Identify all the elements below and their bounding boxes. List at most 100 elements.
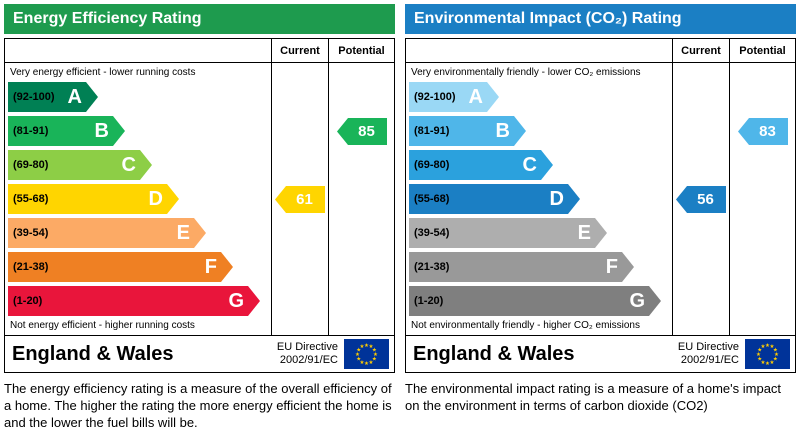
- band-bar-d: (55-68) D: [8, 184, 179, 214]
- svg-text:★: ★: [369, 360, 374, 366]
- chart-footer: England & Wales EU Directive 2002/91/EC …: [4, 335, 395, 373]
- band-range: (39-54): [13, 227, 49, 239]
- band-bar-e: (39-54) E: [8, 218, 206, 248]
- potential-rating-arrow: 85: [337, 118, 387, 145]
- energy-efficiency-panel: Energy Efficiency Rating Current Potenti…: [4, 4, 395, 432]
- band-bar-g: (1-20) G: [8, 286, 260, 316]
- band-range: (55-68): [414, 193, 450, 205]
- eu-directive-label: EU Directive 2002/91/EC: [277, 341, 338, 366]
- band-range: (69-80): [13, 159, 49, 171]
- svg-text:★: ★: [765, 343, 770, 349]
- bottom-note: Not energy efficient - higher running co…: [10, 320, 195, 331]
- current-column-header: Current: [271, 39, 328, 62]
- band-row: (39-54) E: [409, 216, 672, 250]
- svg-text:★: ★: [360, 344, 365, 350]
- eu-directive-line1: EU Directive: [276, 341, 338, 354]
- current-column: 61: [271, 63, 328, 335]
- panel-description: The environmental impact rating is a mea…: [405, 381, 782, 413]
- band-row: (55-68) D: [8, 182, 271, 216]
- band-range: (69-80): [414, 159, 450, 171]
- band-letter: D: [549, 188, 564, 210]
- potential-column: 83: [729, 63, 795, 335]
- panel-title: Environmental Impact (CO₂) Rating: [414, 10, 682, 27]
- panel-title: Energy Efficiency Rating: [13, 10, 202, 27]
- band-letter: G: [629, 290, 645, 312]
- panel-title-bar: Environmental Impact (CO₂) Rating: [405, 4, 796, 34]
- region-label: England & Wales: [413, 342, 575, 365]
- band-bar-c: (69-80) C: [409, 150, 553, 180]
- band-row: (21-38) F: [409, 250, 672, 284]
- chart-header-spacer: [406, 39, 672, 62]
- potential-rating-arrow: 83: [738, 118, 788, 145]
- band-range: (21-38): [13, 261, 49, 273]
- potential-rating-value: 85: [358, 123, 375, 140]
- band-letter: C: [121, 154, 136, 176]
- band-range: (1-20): [414, 295, 444, 307]
- band-row: (39-54) E: [8, 216, 271, 250]
- svg-text:★: ★: [360, 360, 365, 366]
- band-letter: A: [67, 86, 82, 108]
- svg-text:★: ★: [369, 344, 374, 350]
- chart-body: Very environmentally friendly - lower CO…: [406, 63, 795, 335]
- band-range: (39-54): [414, 227, 450, 239]
- svg-text:★: ★: [774, 352, 779, 358]
- chart-header-row: Current Potential: [5, 39, 394, 63]
- chart-body: Very energy efficient - lower running co…: [5, 63, 394, 335]
- current-column-header: Current: [672, 39, 729, 62]
- svg-text:★: ★: [364, 361, 369, 367]
- band-letter: E: [176, 222, 190, 244]
- eu-directive-line1: EU Directive: [677, 341, 739, 354]
- band-range: (92-100): [414, 91, 456, 103]
- band-range: (21-38): [414, 261, 450, 273]
- chart-header-spacer: [5, 39, 271, 62]
- band-row: (81-91) B: [409, 114, 672, 148]
- potential-rating-value: 83: [759, 123, 776, 140]
- top-note: Very environmentally friendly - lower CO…: [411, 67, 641, 78]
- svg-text:★: ★: [756, 352, 761, 358]
- band-row: (1-20) G: [8, 284, 271, 318]
- band-row: (1-20) G: [409, 284, 672, 318]
- band-letter: F: [605, 256, 618, 278]
- svg-text:★: ★: [773, 357, 778, 363]
- svg-text:★: ★: [356, 348, 361, 354]
- eu-directive-label: EU Directive 2002/91/EC: [678, 341, 739, 366]
- top-note: Very energy efficient - lower running co…: [10, 67, 196, 78]
- potential-column: 85: [328, 63, 394, 335]
- eu-directive-line2: 2002/91/EC: [680, 354, 739, 366]
- band-row: (81-91) B: [8, 114, 271, 148]
- bands-column: Very environmentally friendly - lower CO…: [406, 63, 672, 335]
- current-rating-arrow: 61: [275, 186, 325, 213]
- band-letter: C: [522, 154, 537, 176]
- band-range: (81-91): [414, 125, 450, 137]
- panel-title-bar: Energy Efficiency Rating: [4, 4, 395, 34]
- band-bar-d: (55-68) D: [409, 184, 580, 214]
- band-range: (92-100): [13, 91, 55, 103]
- chart-footer: England & Wales EU Directive 2002/91/EC …: [405, 335, 796, 373]
- svg-text:★: ★: [355, 352, 360, 358]
- svg-text:★: ★: [761, 360, 766, 366]
- band-row: (92-100) A: [409, 80, 672, 114]
- eu-directive-line2: 2002/91/EC: [279, 354, 338, 366]
- band-bar-f: (21-38) F: [409, 252, 634, 282]
- region-label: England & Wales: [12, 342, 174, 365]
- band-range: (81-91): [13, 125, 49, 137]
- band-bar-c: (69-80) C: [8, 150, 152, 180]
- current-column: 56: [672, 63, 729, 335]
- band-letter: F: [204, 256, 217, 278]
- svg-text:★: ★: [773, 348, 778, 354]
- environmental-impact-panel: Environmental Impact (CO₂) Rating Curren…: [405, 4, 796, 432]
- band-letter: E: [577, 222, 591, 244]
- svg-text:★: ★: [770, 360, 775, 366]
- potential-column-header: Potential: [328, 39, 394, 62]
- band-bar-a: (92-100) A: [409, 82, 499, 112]
- svg-text:★: ★: [770, 344, 775, 350]
- epc-charts-page: Energy Efficiency Rating Current Potenti…: [4, 4, 796, 432]
- band-range: (55-68): [13, 193, 49, 205]
- band-row: (69-80) C: [409, 148, 672, 182]
- svg-text:★: ★: [757, 357, 762, 363]
- svg-text:★: ★: [761, 344, 766, 350]
- current-rating-value: 56: [697, 191, 714, 208]
- svg-text:★: ★: [372, 357, 377, 363]
- band-letter: A: [468, 86, 483, 108]
- band-letter: B: [94, 120, 109, 142]
